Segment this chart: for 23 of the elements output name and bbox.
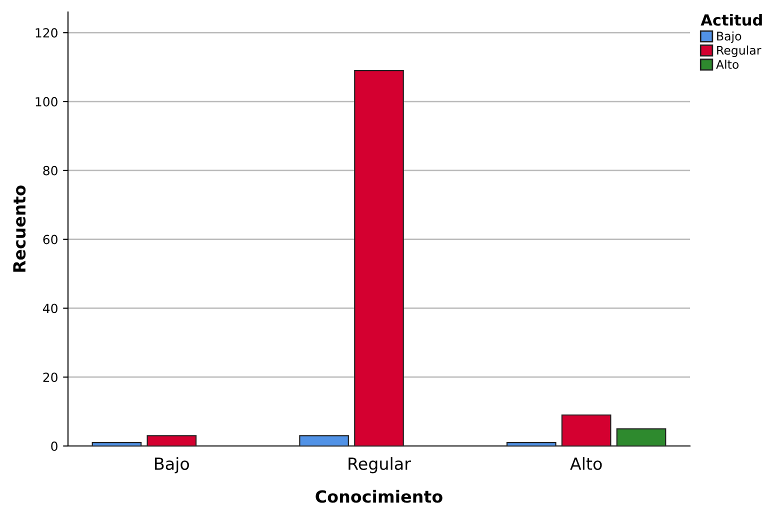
legend-label: Regular: [717, 46, 762, 58]
x-tick-label: Bajo: [155, 457, 189, 474]
y-tick-label: 100: [36, 97, 58, 106]
bar: [146, 435, 197, 446]
y-tick-label: 20: [43, 372, 58, 382]
bar: [561, 414, 612, 446]
legend-label: Alto: [716, 60, 739, 69]
y-tick-label: 120: [36, 28, 58, 38]
bar: [616, 428, 666, 446]
y-axis-title: Recuento: [13, 185, 26, 272]
legend-label: Bajo: [717, 31, 742, 43]
bar: [506, 442, 556, 446]
x-axis-title: Conocimiento: [316, 490, 442, 503]
legend-title: Actitud: [700, 14, 762, 26]
y-tick-label: 80: [43, 166, 58, 176]
y-tick-label: 40: [42, 304, 58, 314]
bar: [92, 442, 142, 446]
bar: [299, 435, 349, 446]
y-tick-label: 60: [43, 234, 58, 244]
y-tick-label: 0: [51, 441, 58, 451]
bar: [354, 70, 404, 446]
x-tick-label: Regular: [348, 457, 411, 474]
x-tick-label: Alto: [570, 457, 602, 470]
